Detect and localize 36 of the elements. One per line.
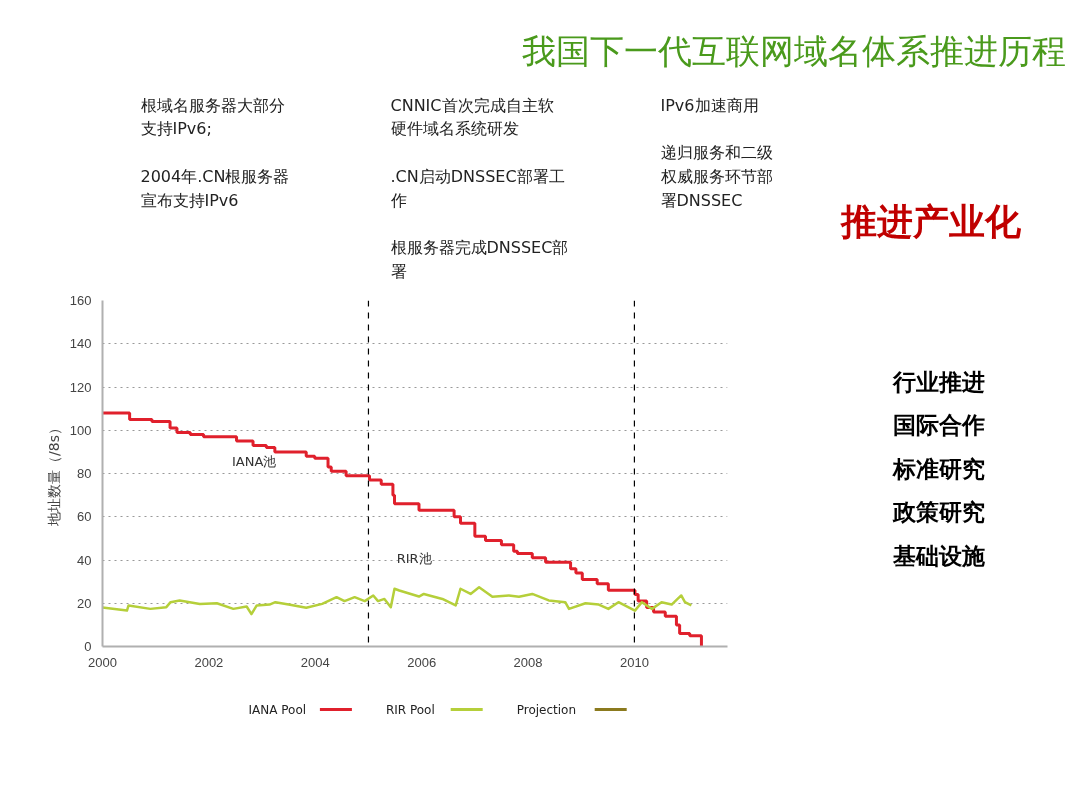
x-tick-label: 2008: [513, 654, 543, 670]
line-series: [102, 586, 693, 616]
y-axis-title: 地址数量（/8s）: [45, 421, 62, 527]
y-tick-label: 60: [77, 509, 92, 525]
y-tick-label: 160: [69, 293, 92, 308]
x-tick-label: 2004: [300, 654, 330, 670]
text: 基础设施: [891, 542, 985, 569]
y-tick-label: 80: [77, 466, 92, 481]
text: 政策研究: [891, 499, 985, 526]
y-tick-label: 100: [69, 422, 92, 438]
x-tick-label: 2010: [619, 654, 649, 670]
text: CNNIC首次完成自主软硬件域名系统研发: [390, 95, 554, 139]
text: 根服务器完成DNSSEC部署: [390, 238, 569, 281]
y-tick-label: 40: [77, 552, 92, 568]
text: 根域名服务器大部分支持IPv6;: [140, 95, 285, 139]
text: 2004年.CN根服务器宣布支持IPv6: [140, 166, 290, 210]
text: IPv6加速商用: [660, 95, 759, 115]
y-tick-label: 140: [69, 336, 92, 352]
x-tick-label: 2002: [194, 654, 224, 670]
y-tick-label: 120: [69, 379, 92, 395]
y-tick-label: 0: [84, 639, 92, 654]
y-tick-label: 20: [77, 595, 92, 611]
x-tick-label: 2000: [88, 654, 117, 670]
legend-label: Projection: [516, 702, 577, 717]
annotation: IANA池: [231, 454, 277, 470]
text: 标准研究: [891, 455, 985, 482]
text: 推进产业化: [839, 200, 1022, 242]
text: 行业推进: [891, 368, 985, 395]
legend-label: IANA Pool: [248, 702, 307, 717]
legend-label: RIR Pool: [385, 702, 435, 717]
chart-title: 我国下一代互联网域名体系推进历程: [521, 30, 1066, 71]
text: .CN启动DNSSEC部署工作: [389, 166, 565, 210]
text: 国际合作: [892, 412, 985, 439]
text: 递归服务和二级权威服务环节部署DNSSEC: [659, 143, 773, 210]
annotation: RIR池: [396, 551, 432, 567]
x-tick-label: 2006: [407, 654, 437, 670]
